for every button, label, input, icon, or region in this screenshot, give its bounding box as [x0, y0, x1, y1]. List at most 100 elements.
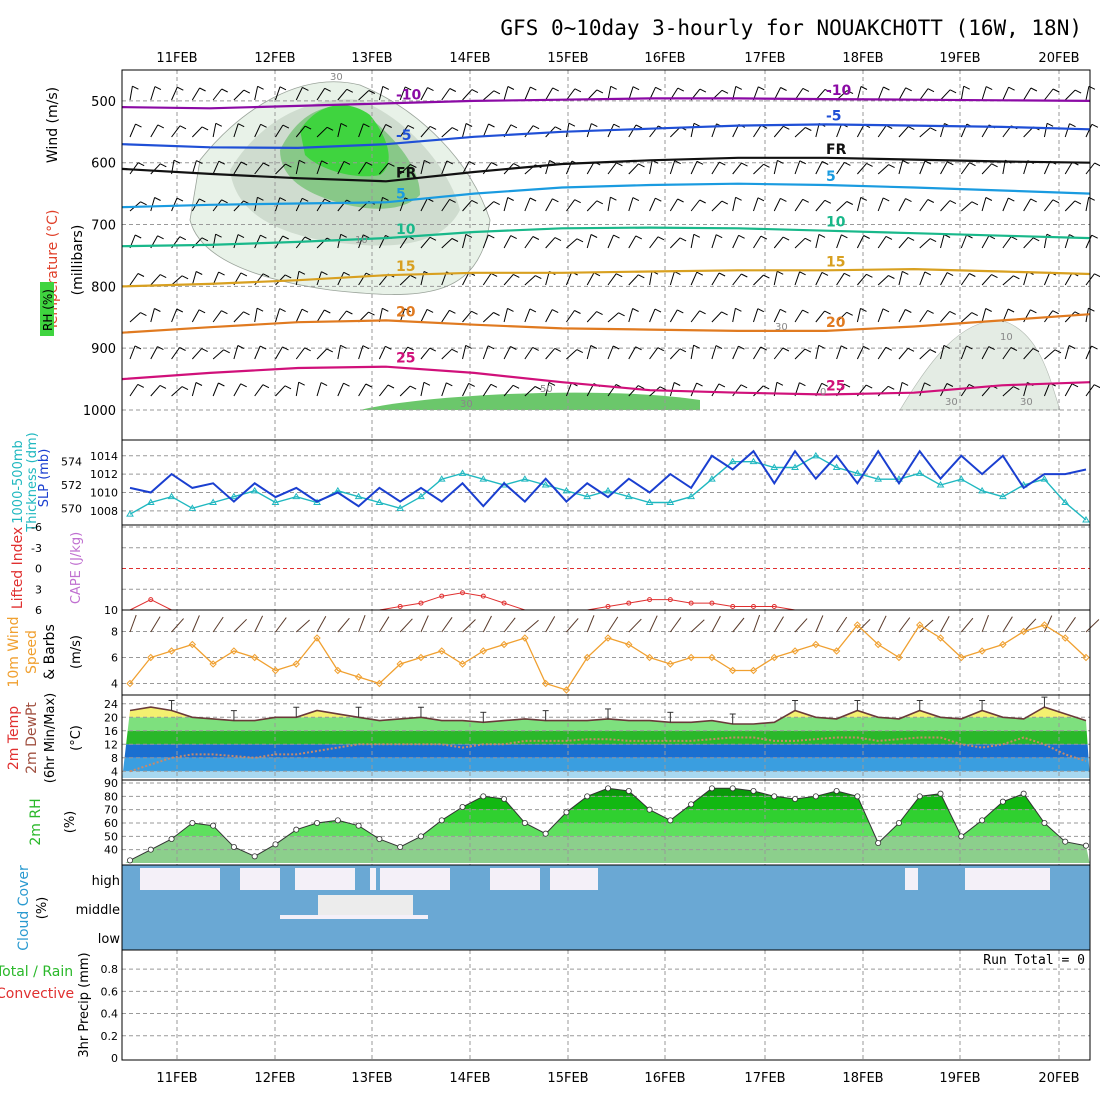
wind-barb-flag — [821, 161, 829, 165]
wind-barb — [399, 385, 411, 397]
wind-tick-label: 4 — [111, 678, 118, 691]
cloud-level-label: low — [98, 932, 121, 947]
wind-barb — [503, 274, 514, 286]
wind-barb-flag — [471, 89, 479, 94]
wind-barb — [919, 88, 929, 101]
wind-barb-flag — [616, 162, 623, 167]
wind-barb — [295, 382, 300, 397]
wind-barb-flag — [451, 238, 459, 242]
wind-barb-flag — [969, 273, 976, 277]
wind-barb — [1043, 271, 1051, 286]
wind-barb — [191, 271, 197, 286]
wind-barb-flag — [340, 233, 347, 238]
wind-barb-10m — [503, 617, 516, 633]
wind-barb-flag — [802, 198, 809, 203]
top-date-label: 14FEB — [449, 51, 490, 66]
wind-barb-flag — [804, 348, 812, 353]
wind-barb-flag — [1030, 87, 1038, 92]
wind-barb-flag — [449, 309, 456, 314]
wind-barb — [254, 308, 258, 323]
slp-tick-label: 1012 — [90, 468, 118, 481]
wind-barb-flag — [260, 123, 267, 128]
wind-barb-flag — [799, 271, 806, 276]
wind-barb — [254, 162, 264, 175]
lifted-index-point — [605, 604, 611, 610]
wind-barb — [462, 310, 472, 323]
precip-total-rain-label: Total / Rain — [0, 964, 73, 980]
wind-barb — [898, 237, 909, 249]
wind-barb-flag — [157, 124, 165, 129]
top-date-label: 19FEB — [939, 51, 980, 66]
wind-barb — [337, 345, 341, 360]
wind-barb — [732, 308, 736, 323]
cloud-high-block — [965, 868, 1050, 890]
bottom-date-label: 13FEB — [351, 1071, 392, 1086]
wind-barb-flag — [1094, 273, 1100, 278]
wind-barb-flag — [237, 234, 245, 239]
wind-barb-flag — [551, 309, 559, 314]
wind-barb — [649, 308, 656, 323]
wind-barb-flag — [735, 307, 742, 312]
isotherm-label: 25 — [396, 351, 415, 367]
rh-point — [521, 820, 528, 827]
wind-barb-flag — [757, 197, 765, 202]
thickness-axis-label-2: Thickness (dm) — [25, 432, 40, 532]
rh-contour-label: 30 — [460, 399, 473, 410]
wind-barb — [212, 123, 217, 138]
isotherm-label: -10 — [826, 83, 852, 99]
slp-tick-label: 1014 — [90, 450, 118, 463]
wind-barb — [773, 198, 781, 212]
wind-barb — [753, 385, 764, 397]
wind-barb-flag — [362, 234, 370, 239]
wind-barb-flag — [196, 160, 203, 165]
wind-barb-flag — [969, 162, 976, 167]
wind-barb — [836, 234, 842, 249]
wind-barb-flag — [779, 308, 787, 313]
wind-barb — [940, 272, 948, 286]
wind-barb — [1064, 123, 1070, 138]
wind-barb — [503, 86, 509, 101]
wind-barb — [254, 273, 264, 286]
wind-barb-flag — [240, 161, 248, 166]
wind-barb — [524, 386, 536, 397]
thickness-point — [417, 492, 425, 500]
wind-barb — [711, 234, 717, 249]
rh-contour-label: 0 — [820, 387, 826, 398]
pressure-tick-label: 800 — [91, 280, 116, 295]
wind-barb — [482, 384, 492, 397]
cloud-background — [122, 865, 1090, 950]
wind-barb — [295, 160, 300, 175]
wind-barb-flag — [240, 383, 247, 388]
wind-barb-flag — [721, 311, 728, 316]
wind-barb-10m — [773, 616, 784, 633]
wind-barb-flag — [284, 385, 292, 390]
wind-speed-point — [167, 647, 176, 655]
rh-point — [646, 806, 653, 813]
wind-barb — [877, 236, 887, 249]
wind-barb-flag — [301, 308, 309, 313]
wind-barb — [358, 272, 367, 286]
wind-barb-flag — [260, 234, 267, 239]
thickness-point — [250, 486, 259, 494]
wind-barb-flag — [137, 273, 145, 277]
wind-barb-flag — [1094, 162, 1100, 167]
wind-barbs-profile — [129, 85, 1100, 397]
wind-barb-flag — [382, 196, 389, 201]
wind-barb — [1002, 236, 1012, 249]
wind-barb-flag — [471, 199, 478, 204]
wind-barb-flag — [1032, 348, 1040, 353]
wind-barb-10m — [420, 615, 429, 633]
lifted-index-point — [688, 600, 694, 606]
wind-barb — [482, 162, 492, 175]
thickness-point — [728, 457, 737, 465]
wind-barb-flag — [715, 234, 723, 239]
wind-barb-flag — [135, 123, 142, 128]
wind-barb — [420, 87, 428, 101]
rh-point — [750, 788, 757, 795]
rh-point — [127, 857, 134, 864]
thickness-point — [936, 481, 945, 488]
wind-barb-flag — [735, 196, 742, 201]
wind-barb-flag — [488, 234, 495, 239]
wind-barb — [399, 236, 409, 249]
wind-speed-point — [562, 686, 571, 694]
